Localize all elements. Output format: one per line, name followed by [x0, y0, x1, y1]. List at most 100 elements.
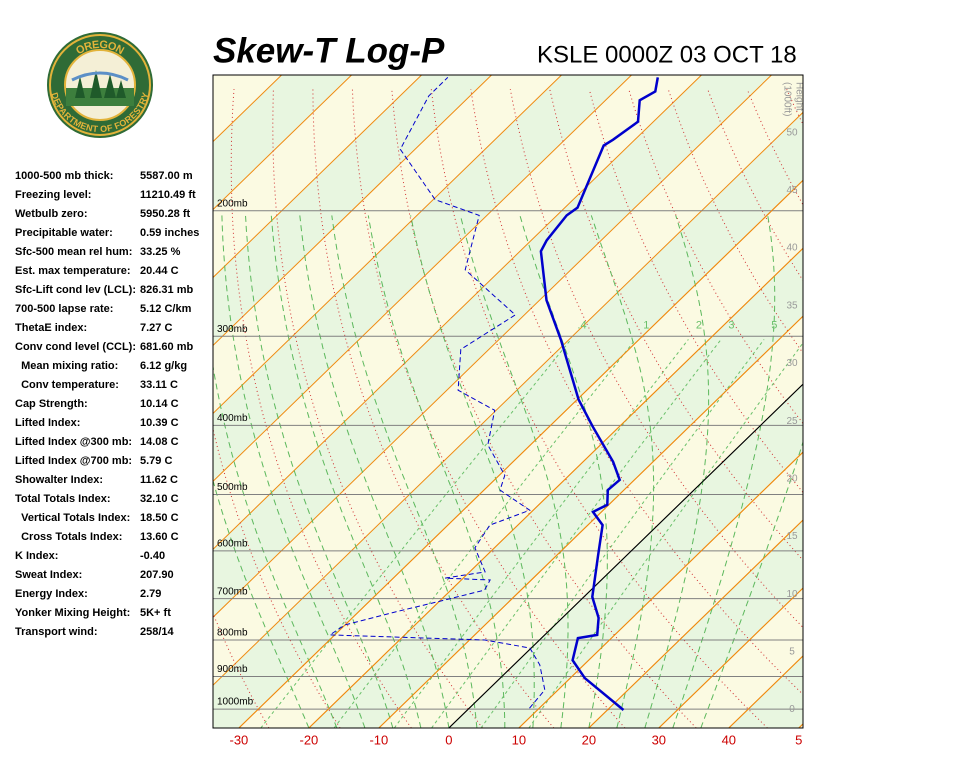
isotherm	[213, 75, 492, 347]
mixing-ratio-label: 5	[771, 320, 777, 332]
band	[213, 75, 803, 686]
moist-adiabat	[700, 440, 803, 728]
mixing-ratio-line	[480, 339, 765, 728]
logo-sky	[71, 71, 129, 82]
y-tick-label: 300mb	[217, 324, 248, 335]
x-tick-label: -10	[369, 732, 388, 747]
height-tick-label: 10	[786, 589, 798, 600]
stat-label: ThetaE index:	[15, 322, 87, 334]
stat-label: Sweat Index:	[15, 569, 82, 581]
stat-value: 10.39 C	[140, 417, 179, 429]
logo-top-text: OREGON	[74, 39, 126, 58]
isotherm	[213, 75, 422, 279]
logo: OREGON DEPARTMENT OF FORESTRY	[47, 32, 153, 138]
height-unit: (1000ft)	[781, 82, 792, 116]
isotherm	[213, 75, 632, 483]
x-tick-label: 40	[722, 732, 736, 747]
stat-value: 5.12 C/km	[140, 303, 192, 315]
stat-value: 5K+ ft	[140, 607, 171, 619]
moist-adiabat	[213, 363, 338, 728]
stat-label: Lifted Index @300 mb:	[15, 436, 132, 448]
height-tick-label: 25	[786, 416, 798, 427]
x-tick-label: 10	[512, 732, 526, 747]
mixing-ratio-label: 2	[696, 320, 702, 332]
stat-value: 6.12 g/kg	[140, 360, 187, 372]
stat-label: Energy Index:	[15, 588, 88, 600]
dry-adiabat	[230, 89, 412, 728]
x-tick-label: 20	[582, 732, 596, 747]
x-tick-label: -20	[299, 732, 318, 747]
moist-adiabat	[410, 215, 535, 728]
stat-value: 10.14 C	[140, 398, 179, 410]
plot-frame	[212, 74, 804, 729]
stat-value: 5.79 C	[140, 455, 172, 467]
isotherm	[213, 75, 352, 211]
stat-value: 33.25 %	[140, 246, 181, 258]
stat-label: Lifted Index:	[15, 417, 80, 429]
x-tick-label: 5	[795, 732, 802, 747]
y-tick-label: 900mb	[217, 664, 248, 675]
isotherm-tick	[308, 247, 803, 728]
y-tick-label: 400mb	[217, 413, 248, 424]
height-tick-label: 0	[789, 704, 795, 715]
title: Skew-T Log-P	[213, 31, 445, 70]
stat-label: Sfc-500 mean rel hum:	[15, 246, 132, 258]
x-tick-label: 0	[445, 732, 452, 747]
band	[213, 112, 803, 728]
stat-value: 826.31 mb	[140, 284, 193, 296]
height-tick-label: 40	[786, 243, 798, 254]
isotherm	[213, 75, 702, 550]
stat-label: Vertical Totals Index:	[15, 512, 130, 524]
moist-adiabat	[299, 215, 450, 728]
moist-adiabat	[331, 215, 478, 728]
mixing-ratio-line	[333, 339, 636, 728]
y-tick-label: 1000mb	[217, 697, 254, 708]
moist-adiabat	[590, 215, 655, 728]
isotherm-tick	[588, 519, 803, 728]
mixing-ratio-line	[528, 342, 803, 728]
dry-adiabat	[213, 426, 341, 728]
x-tick-label: -30	[229, 732, 248, 747]
height-tick-label: 45	[786, 185, 798, 196]
dry-adiabat	[391, 89, 697, 728]
height-tick-label: 35	[786, 300, 798, 311]
stat-value: 32.10 C	[140, 493, 179, 505]
y-tick-label: 700mb	[217, 586, 248, 597]
y-tick-label: 200mb	[217, 198, 248, 209]
stat-label: Freezing level:	[15, 189, 91, 201]
temperature-line	[539, 77, 660, 711]
stat-label: Est. max temperature:	[15, 265, 131, 277]
height-tick-label: 15	[786, 531, 798, 542]
logo-top: OREGON	[74, 39, 126, 58]
moist-adiabat	[519, 215, 608, 728]
dewpoint-line	[328, 77, 546, 709]
stat-label: Lifted Index @700 mb:	[15, 455, 132, 467]
stat-label: Wetbulb zero:	[15, 208, 88, 220]
stat-label: Total Totals Index:	[15, 493, 111, 505]
height-tick-label: 20	[786, 473, 798, 484]
isotherm-tick	[378, 315, 803, 728]
stat-value: 258/14	[140, 626, 175, 638]
axes: -30 -20 -10 0 10 20 30 40 5	[212, 74, 804, 747]
stat-label: 700-500 lapse rate:	[15, 303, 113, 315]
height-tick-label: 30	[786, 358, 798, 369]
mixing-ratio-line	[260, 339, 572, 728]
stat-label: Cap Strength:	[15, 398, 88, 410]
stat-label: Mean mixing ratio:	[15, 360, 118, 372]
stat-value: 681.60 mb	[140, 341, 193, 353]
dry-adiabat	[272, 89, 483, 728]
moist-adiabat	[270, 215, 422, 728]
stat-value: 13.60 C	[140, 531, 179, 543]
moist-adiabat	[644, 215, 710, 728]
height-tick-label: 5	[789, 646, 795, 657]
isotherm-tick	[518, 451, 803, 728]
stat-value: 207.90	[140, 569, 174, 581]
stat-value: 20.44 C	[140, 265, 179, 277]
stat-value: 7.27 C	[140, 322, 172, 334]
mixing-ratio-label: 3	[728, 320, 734, 332]
stat-label: Showalter Index:	[15, 474, 103, 486]
y-tick-label: 600mb	[217, 539, 248, 550]
stat-value: 0.59 inches	[140, 227, 199, 239]
stat-label: Conv cond level (CCL):	[15, 341, 136, 353]
